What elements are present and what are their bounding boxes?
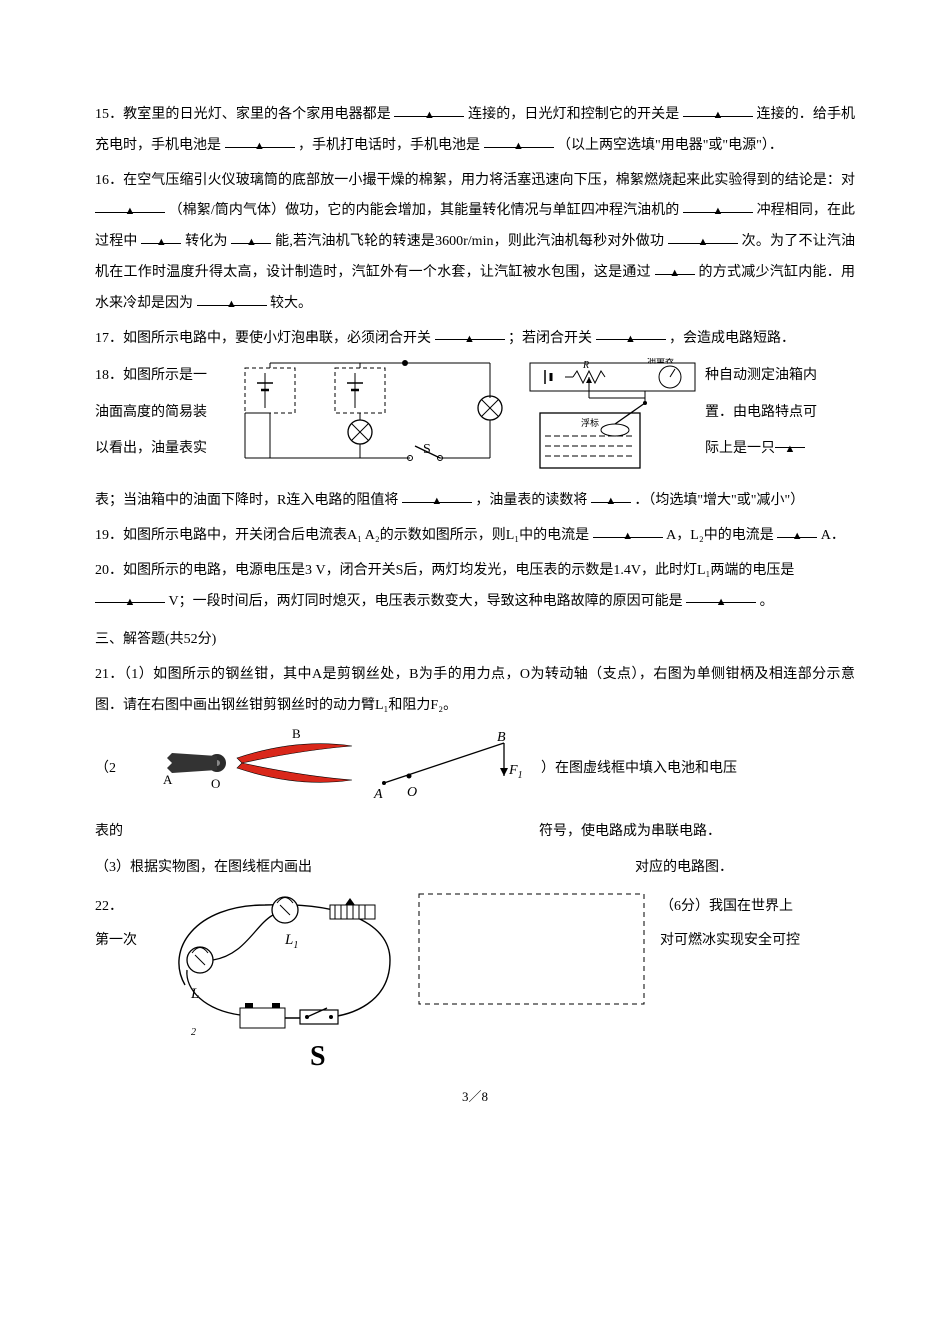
q15-blank-2 [683,100,753,117]
q16-blank-1 [95,196,165,213]
q20-text: 。 [760,594,774,609]
pliers-figure: B A O [157,728,357,811]
q21-part2b-left: 表的 [95,817,145,848]
q18-tail: 表；当油箱中的油面下降时，R连入电路的阻值将 [95,493,398,508]
q16-blank-5 [668,227,738,244]
q15-blank-1 [394,100,464,117]
label-O2: O [407,778,417,809]
q22-dashed-box [415,890,650,1023]
label-O: O [211,770,220,799]
section-3-title: 三、解答题(共52分) [95,625,855,656]
q21-part3-left: （3）根据实物图，在图线框内画出 [95,853,312,884]
question-15: 15．教室里的日光灯、家里的各个家用电器都是 连接的，日光灯和控制它的开关是 连… [95,100,855,162]
q20-text: 20．如图所示的电路，电源电压是3 V，闭合开关S后，两灯均发光，电压表的示数是… [95,563,794,578]
q15-blank-4 [484,131,554,148]
q21-part3-row: （3）根据实物图，在图线框内画出 对应的电路图． [95,853,855,884]
q21-pliers-row: （2 B A O B F1 A O ）在图虚线框中填入 [95,728,855,811]
label-B: B [292,720,301,749]
q19-blank-2 [777,521,817,538]
question-20: 20．如图所示的电路，电源电压是3 V，闭合开关S后，两灯均发光，电压表的示数是… [95,556,855,618]
label-A: A [163,766,172,795]
q18-oil-tank-figure: R 油量表 浮标 [525,358,705,486]
question-21-intro: 21．（1）如图所示的钢丝钳，其中A是剪钢丝处，B为手的用力点，O为转动轴（支点… [95,660,855,722]
q16-blank-6 [655,258,695,275]
q19-text: 19．如图所示电路中，开关闭合后电流表A₁ A₂的示数如图所示，则L₁中的电流是 [95,528,589,543]
q15-blank-3 [225,131,295,148]
label-F1: F1 [509,756,523,787]
q16-text: 转化为 [185,234,228,249]
label-L1: L1 [285,924,298,957]
q16-blank-4 [231,227,271,244]
q16-text: 能,若汽油机飞轮的转速是3600r/min，则此汽油机每秒对外做功 [275,234,664,249]
label-L2: L2 [191,978,199,1044]
q20-blank-1 [95,587,165,604]
q16-text: 16．在空气压缩引火仪玻璃筒的底部放一小撮干燥的棉絮，用力将活塞迅速向下压，棉絮… [95,173,855,188]
svg-text:R: R [582,360,589,371]
question-19: 19．如图所示电路中，开关闭合后电流表A₁ A₂的示数如图所示，则L₁中的电流是… [95,521,855,552]
q15-text: （以上两空选填"用电器"或"电源"）． [557,138,783,153]
q18-circuit-figure-1: S [235,358,525,481]
q15-text: ，手机打电话时，手机电池是 [298,138,480,153]
q15-text: 连接的，日光灯和控制它的开关是 [468,107,679,122]
q18-left-text: 18．如图所示是一 油面高度的简易装 以看出，油量表实 [95,358,235,467]
q18-blank-2 [402,486,472,503]
q17-blank-2 [596,324,666,341]
question-22-row: 22． 第一次 [95,890,855,1053]
q20-blank-2 [686,587,756,604]
float-label: 浮标 [581,417,599,428]
q19-blank-1 [593,521,663,538]
switch-label: S [423,442,431,457]
q16-blank-3 [141,227,181,244]
q18-right-text: 种自动测定油箱内 置．由电路特点可 际上是一只 [705,358,855,467]
question-16: 16．在空气压缩引火仪玻璃筒的底部放一小撮干燥的棉絮，用力将活塞迅速向下压，棉絮… [95,166,855,320]
q21-part2b-right: 符号，使电路成为串联电路． [539,817,855,848]
page-footer: 3／8 [95,1083,855,1112]
q16-blank-7 [197,289,267,306]
q22-right: （6分）我国在世界上 对可燃冰实现安全可控 [660,890,855,957]
label-B2: B [497,723,506,754]
q21-part2-right: ）在图虚线框中填入电池和电压 [541,754,855,785]
q22-physical-circuit: L1 L2 S [155,890,405,1053]
q19-text: A． [821,528,845,543]
q18-blank-1 [775,431,805,448]
q15-text: 15．教室里的日光灯、家里的各个家用电器都是 [95,107,391,122]
lever-diagram: B F1 A O [369,728,529,811]
label-S: S [310,1026,326,1088]
q18-blank-3 [591,486,631,503]
question-17: 17．如图所示电路中，要使小灯泡串联，必须闭合开关 ；若闭合开关 ，会造成电路短… [95,324,855,355]
q16-blank-2 [683,196,753,213]
label-A2: A [374,780,383,811]
q19-text: A，L₂中的电流是 [666,528,774,543]
question-18-row: 18．如图所示是一 油面高度的简易装 以看出，油量表实 [95,358,855,486]
q17-text: ；若闭合开关 [508,331,592,346]
q18-tail: ．（均选填"增大"或"减小"） [634,493,804,508]
q17-blank-1 [435,324,505,341]
q21-part2-left: （2 [95,754,145,785]
q21-row2: 表的 符号，使电路成为串联电路． [95,817,855,848]
q18-tail: ，油量表的读数将 [475,493,587,508]
q20-text: V；一段时间后，两灯同时熄灭，电压表示数变大，导致这种电路故障的原因可能是 [169,594,683,609]
question-18-tail: 表；当油箱中的油面下降时，R连入电路的阻值将 ，油量表的读数将 ．（均选填"增大… [95,486,855,517]
gauge-label: 油量表 [647,358,674,365]
q22-left: 22． 第一次 [95,890,145,957]
q16-text: （棉絮/筒内气体）做功，它的内能会增加，其能量转化情况与单缸四冲程汽油机的 [169,203,680,218]
q16-text: 较大。 [270,296,312,311]
q17-text: 17．如图所示电路中，要使小灯泡串联，必须闭合开关 [95,331,431,346]
q21-part3-right: 对应的电路图． [635,853,855,884]
q17-text: ，会造成电路短路． [669,331,795,346]
